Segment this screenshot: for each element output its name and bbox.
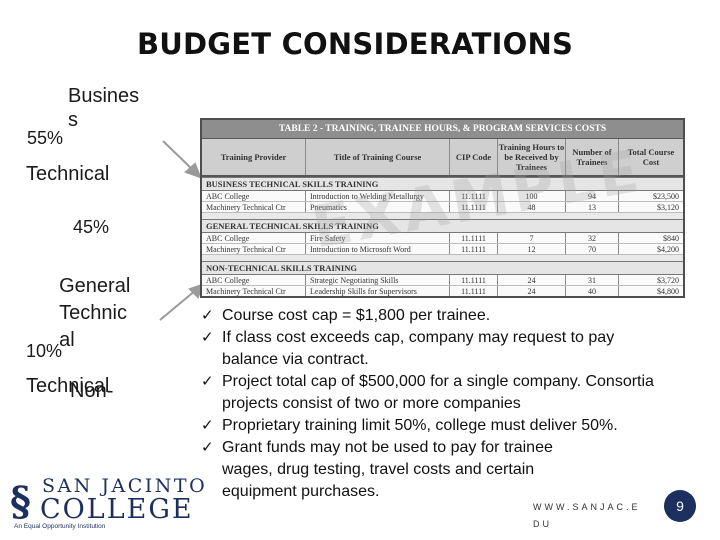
cell: 31 bbox=[566, 275, 619, 285]
label-pct-10: 10% bbox=[26, 341, 63, 361]
cell: 13 bbox=[566, 202, 619, 212]
checkmark-icon: ✓ bbox=[201, 417, 214, 434]
cell: 24 bbox=[498, 286, 566, 296]
label-general-text: General Technic al bbox=[59, 275, 131, 351]
section-non-technical: NON-TECHNICAL SKILLS TRAINING bbox=[202, 261, 683, 275]
arrow-lower bbox=[159, 289, 197, 321]
table-row: Machinery Technical Ctr Introduction to … bbox=[202, 244, 683, 255]
table-row: ABC College Introduction to Welding Meta… bbox=[202, 191, 683, 202]
bullet-text: Grant funds may not be used to pay for t… bbox=[222, 439, 553, 500]
requirements-list: ✓ Course cost cap = $1,800 per trainee. ✓… bbox=[201, 305, 671, 503]
table-caption: TABLE 2 - TRAINING, TRAINEE HOURS, & PRO… bbox=[202, 120, 683, 139]
header-hours: Training Hours to be Received by Trainee… bbox=[498, 139, 566, 175]
cell: Introduction to Microsoft Word bbox=[306, 244, 450, 254]
table-spacer bbox=[202, 213, 683, 219]
cell: 11.1111 bbox=[450, 202, 498, 212]
cell: Machinery Technical Ctr bbox=[202, 244, 306, 254]
logo-line-1: SAN JACINTO bbox=[42, 475, 208, 497]
bullet-text: Course cost cap = $1,800 per trainee. bbox=[222, 307, 491, 324]
table-row: Machinery Technical Ctr Leadership Skill… bbox=[202, 286, 683, 296]
training-cost-table: TABLE 2 - TRAINING, TRAINEE HOURS, & PRO… bbox=[200, 118, 685, 298]
header-trainees: Number of Trainees bbox=[566, 139, 619, 175]
cell: 11.1111 bbox=[450, 191, 498, 201]
cell: 48 bbox=[498, 202, 566, 212]
cell: ABC College bbox=[202, 233, 306, 243]
cell: $840 bbox=[663, 233, 679, 243]
cell: 32 bbox=[566, 233, 619, 243]
cell: 7 bbox=[498, 233, 566, 243]
checkmark-icon: ✓ bbox=[201, 373, 214, 390]
header-course-title: Title of Training Course bbox=[306, 139, 450, 175]
page-title: BUDGET CONSIDERATIONS bbox=[136, 27, 574, 61]
cell: Fire Safety bbox=[306, 233, 450, 243]
bullet-text: If class cost exceeds cap, company may r… bbox=[222, 329, 615, 368]
logo-tagline: An Equal Opportunity Institution bbox=[14, 523, 106, 530]
section-business: BUSINESS TECHNICAL SKILLS TRAINING bbox=[202, 177, 683, 191]
cell: Leadership Skills for Supervisors bbox=[306, 286, 450, 296]
cell: $3,120 bbox=[657, 202, 679, 212]
checkmark-icon: ✓ bbox=[201, 439, 214, 456]
cell: Introduction to Welding Metallurgy bbox=[306, 191, 450, 201]
cell: $4,800 bbox=[657, 286, 679, 296]
checkmark-icon: ✓ bbox=[201, 307, 214, 324]
list-item: ✓ Proprietary training limit 50%, college… bbox=[201, 415, 671, 437]
list-item: ✓ Grant funds may not be used to pay for … bbox=[201, 437, 671, 503]
cell: ABC College bbox=[202, 275, 306, 285]
cell: $4,200 bbox=[657, 244, 679, 254]
cell: Strategic Negotiating Skills bbox=[306, 275, 450, 285]
logo-emblem-icon: § bbox=[10, 478, 31, 525]
table-row: ABC College Strategic Negotiating Skills… bbox=[202, 275, 683, 286]
label-pct-45: 45% bbox=[73, 217, 110, 237]
cell: Pneumatics bbox=[306, 202, 450, 212]
cell: 94 bbox=[566, 191, 619, 201]
cell: 100 bbox=[498, 191, 566, 201]
cell: 70 bbox=[566, 244, 619, 254]
cell: Machinery Technical Ctr bbox=[202, 202, 306, 212]
header-total-cost: Total Course Cost bbox=[627, 147, 675, 167]
label-business: Busines s bbox=[68, 85, 140, 131]
table-row: Machinery Technical Ctr Pneumatics 11.11… bbox=[202, 202, 683, 213]
section-general: GENERAL TECHNICAL SKILLS TRAINING bbox=[202, 219, 683, 233]
list-item: ✓ Project total cap of $500,000 for a sin… bbox=[201, 371, 671, 415]
label-non: Non- bbox=[70, 380, 114, 402]
arrow-upper bbox=[162, 140, 194, 171]
cell: 11.1111 bbox=[450, 275, 498, 285]
cell: ABC College bbox=[202, 191, 306, 201]
cell: 11.1111 bbox=[450, 286, 498, 296]
table-row: ABC College Fire Safety 11.1111 7 32 $84… bbox=[202, 233, 683, 244]
cell: 11.1111 bbox=[450, 244, 498, 254]
logo-line-2: COLLEGE bbox=[40, 494, 194, 525]
header-cip-code: CIP Code bbox=[450, 139, 498, 175]
table-header-row: Training Provider Title of Training Cour… bbox=[202, 139, 683, 177]
header-provider: Training Provider bbox=[202, 139, 306, 175]
label-pct-55: 55% bbox=[27, 128, 64, 148]
cell: 11.1111 bbox=[450, 233, 498, 243]
table-spacer bbox=[202, 255, 683, 261]
cell: 12 bbox=[498, 244, 566, 254]
list-item: ✓ If class cost exceeds cap, company may … bbox=[201, 327, 671, 371]
label-technical-2: Technical bbox=[26, 375, 110, 397]
page-number-badge: 9 bbox=[664, 490, 696, 522]
cell: $3,720 bbox=[657, 275, 679, 285]
list-item: ✓ Course cost cap = $1,800 per trainee. bbox=[201, 305, 671, 327]
footer-url[interactable]: WWW.SANJAC.E DU bbox=[533, 502, 641, 529]
checkmark-icon: ✓ bbox=[201, 329, 214, 346]
cell: 24 bbox=[498, 275, 566, 285]
cell: $23,500 bbox=[653, 191, 679, 201]
label-general-technical: General Technic al bbox=[48, 246, 130, 354]
bullet-text: Proprietary training limit 50%, college … bbox=[222, 417, 618, 434]
label-technical: Technical bbox=[26, 163, 110, 185]
bullet-text: Project total cap of $500,000 for a sing… bbox=[222, 373, 654, 412]
arrow-upper-head bbox=[184, 162, 202, 179]
cell: Machinery Technical Ctr bbox=[202, 286, 306, 296]
cell: 40 bbox=[566, 286, 619, 296]
